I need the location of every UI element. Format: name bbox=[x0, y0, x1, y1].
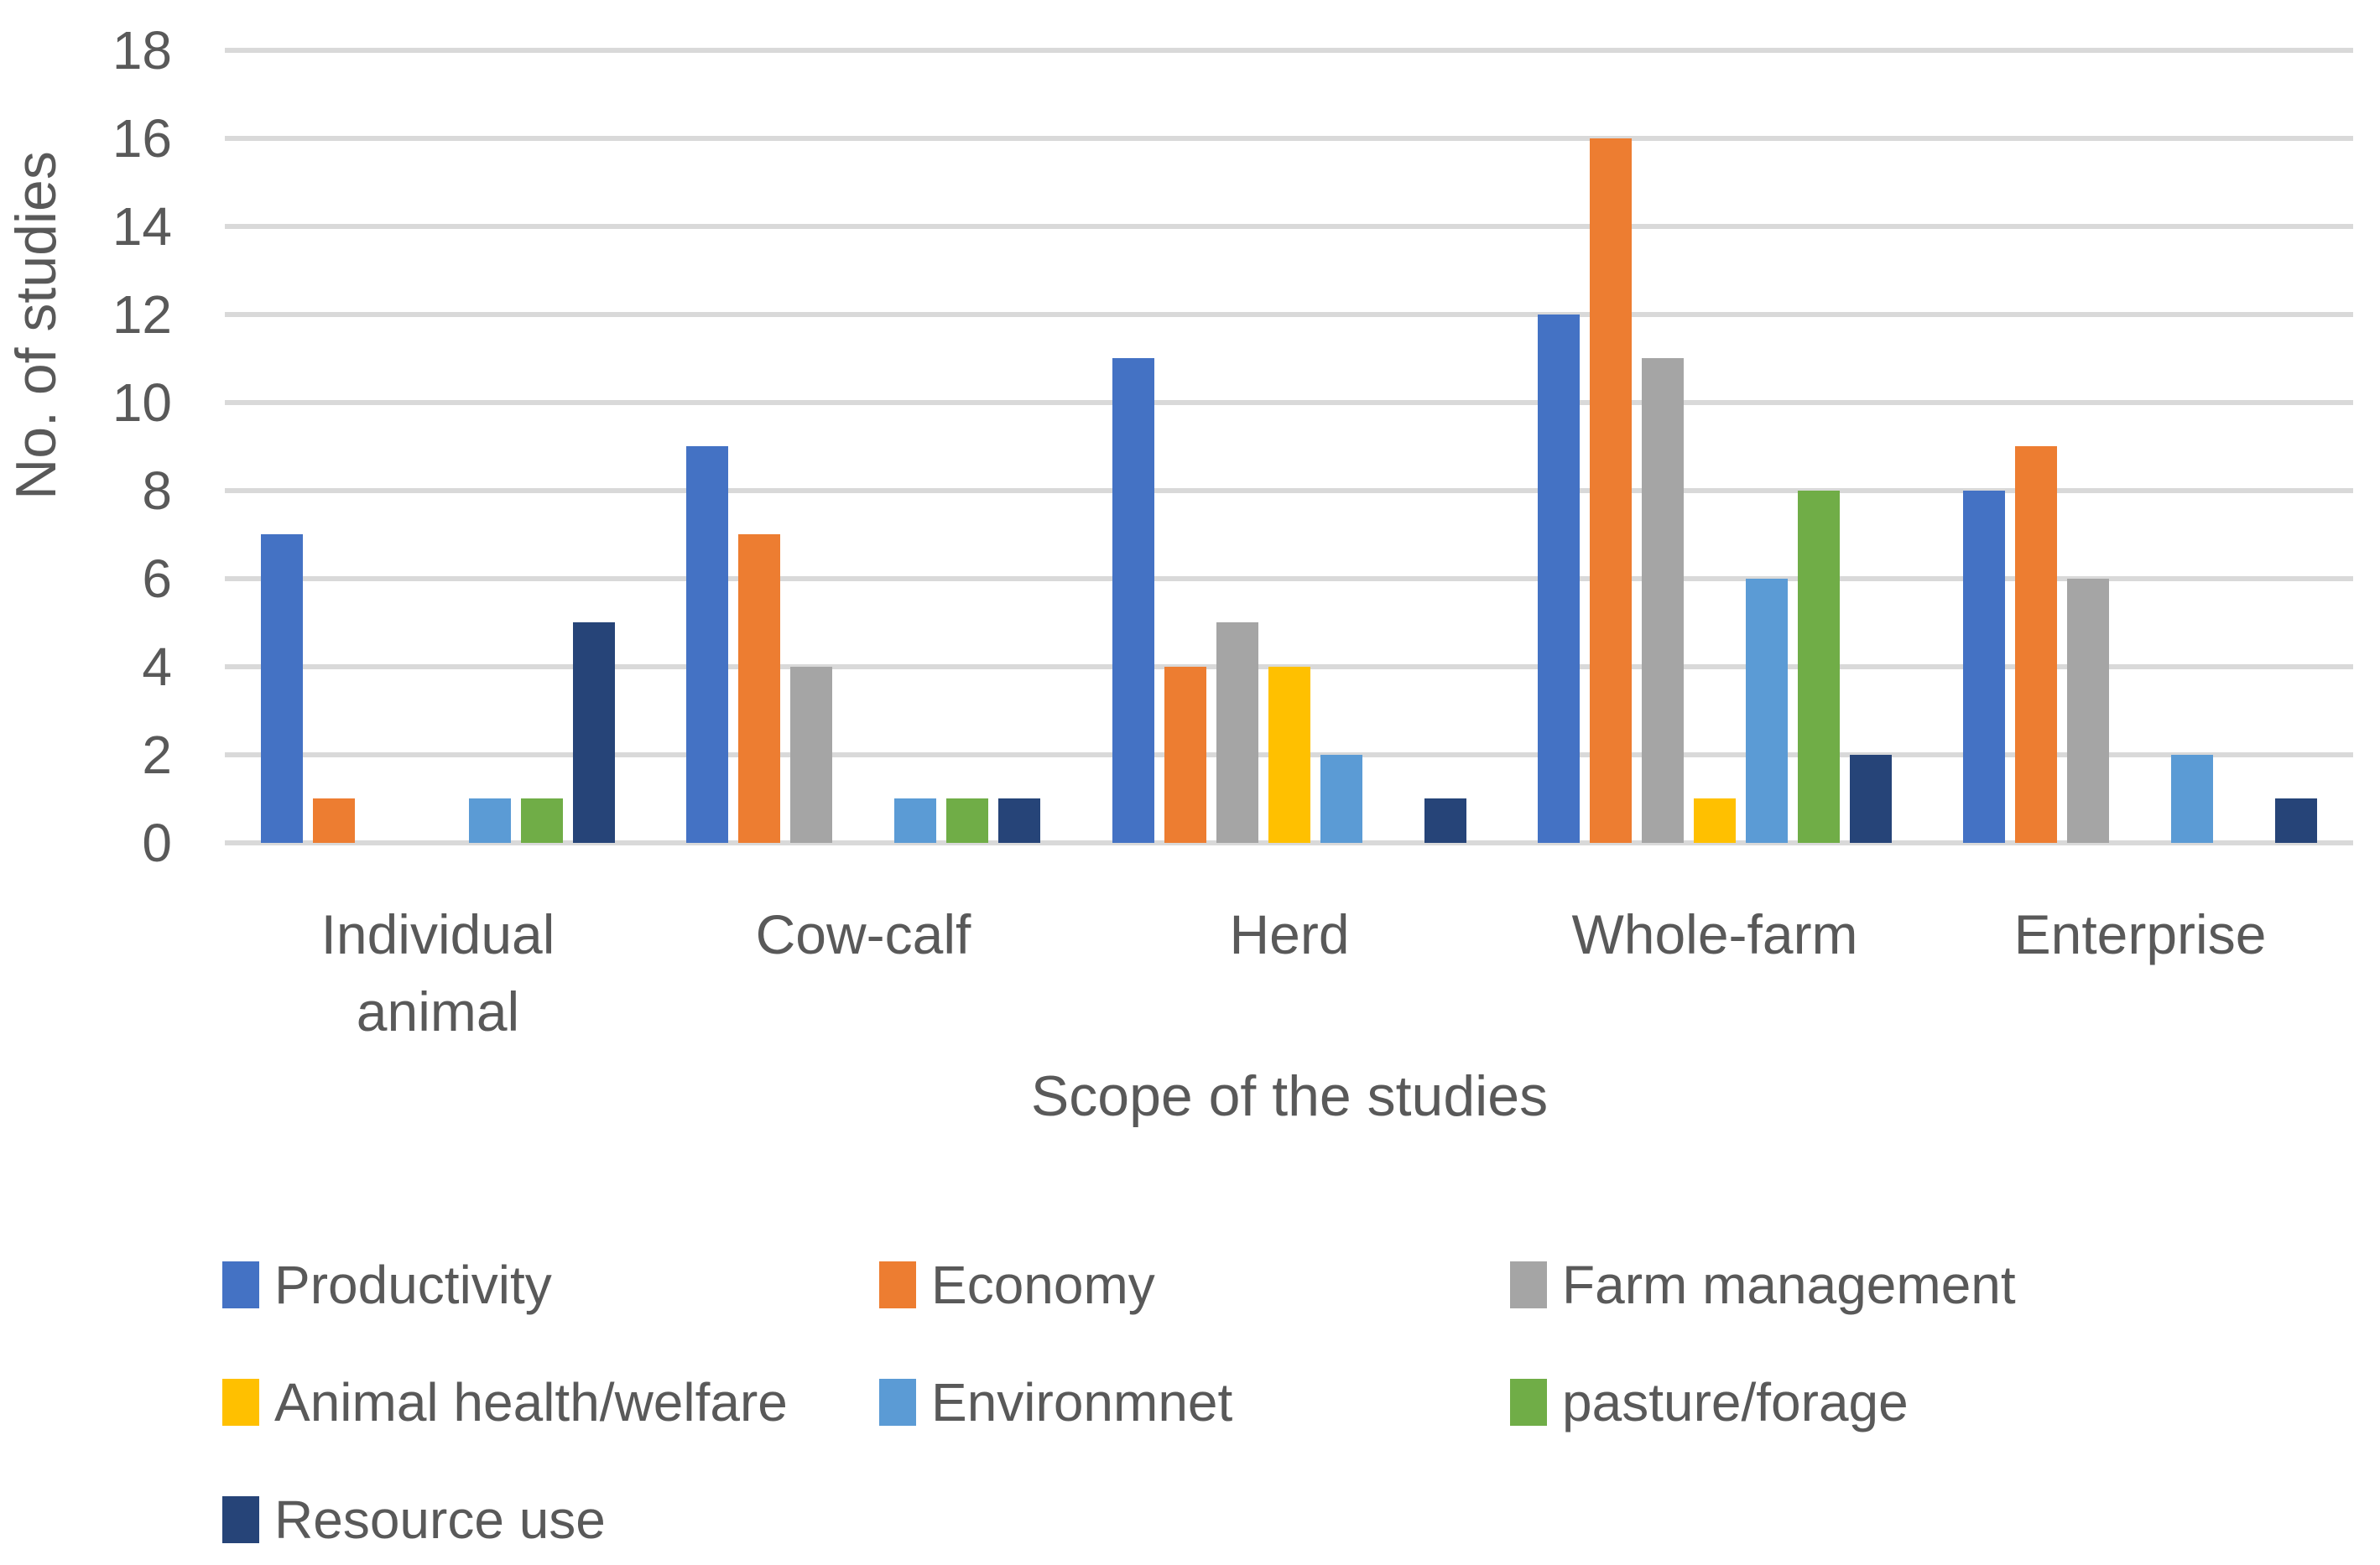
legend-swatch-icon bbox=[879, 1379, 916, 1426]
bar bbox=[686, 446, 728, 843]
bar bbox=[894, 798, 936, 843]
bar bbox=[1424, 798, 1466, 843]
bar bbox=[946, 798, 988, 843]
bar bbox=[998, 798, 1040, 843]
y-tick-label: 10 bbox=[112, 372, 172, 433]
legend-label: Productivity bbox=[274, 1255, 552, 1315]
gridline bbox=[225, 576, 2353, 581]
bar bbox=[469, 798, 511, 843]
bar bbox=[790, 667, 832, 843]
legend-swatch-icon bbox=[222, 1496, 259, 1543]
x-category-label: Cow-calf bbox=[755, 903, 971, 965]
bar bbox=[2275, 798, 2317, 843]
y-tick-label: 2 bbox=[142, 725, 172, 785]
legend-label: Economy bbox=[931, 1255, 1155, 1315]
bar bbox=[1320, 755, 1362, 843]
bar bbox=[1538, 315, 1580, 843]
x-category-label: Whole-farm bbox=[1571, 903, 1858, 965]
legend-swatch-icon bbox=[222, 1261, 259, 1308]
bar bbox=[1798, 491, 1840, 843]
gridline bbox=[225, 400, 2353, 405]
legend-swatch-icon bbox=[879, 1261, 916, 1308]
legend-label: Farm management bbox=[1562, 1255, 2016, 1315]
bar bbox=[261, 534, 303, 843]
bar bbox=[1216, 622, 1258, 843]
legend-item: pasture/forage bbox=[1510, 1372, 1909, 1432]
bar bbox=[1112, 358, 1154, 843]
bar bbox=[1642, 358, 1684, 843]
y-tick-label: 6 bbox=[142, 549, 172, 609]
legend-item: Resource use bbox=[222, 1490, 606, 1550]
legend-item: Environmnet bbox=[879, 1372, 1232, 1432]
bar bbox=[1963, 491, 2005, 843]
legend-item: Farm management bbox=[1510, 1255, 2016, 1315]
bar bbox=[521, 798, 563, 843]
legend-swatch-icon bbox=[1510, 1379, 1547, 1426]
legend-item: Productivity bbox=[222, 1255, 552, 1315]
gridline bbox=[225, 840, 2353, 845]
legend-swatch-icon bbox=[1510, 1261, 1547, 1308]
bar bbox=[1746, 579, 1788, 843]
bar bbox=[1694, 798, 1736, 843]
legend-label: pasture/forage bbox=[1562, 1372, 1909, 1432]
bar bbox=[738, 534, 780, 843]
gridline bbox=[225, 48, 2353, 53]
gridline bbox=[225, 136, 2353, 141]
y-tick-label: 16 bbox=[112, 108, 172, 169]
y-tick-label: 14 bbox=[112, 196, 172, 257]
x-category-label: Individual animal bbox=[320, 903, 555, 1042]
y-tick-label: 0 bbox=[142, 813, 172, 873]
x-category-label: Enterprise bbox=[2013, 903, 2267, 965]
y-tick-label: 18 bbox=[112, 20, 172, 81]
legend-item: Economy bbox=[879, 1255, 1155, 1315]
gridline bbox=[225, 224, 2353, 229]
gridline bbox=[225, 488, 2353, 493]
x-category-label: Herd bbox=[1229, 903, 1350, 965]
gridline bbox=[225, 312, 2353, 317]
legend-label: Resource use bbox=[274, 1490, 606, 1550]
bar bbox=[1850, 755, 1892, 843]
legend-swatch-icon bbox=[222, 1379, 259, 1426]
y-tick-label: 4 bbox=[142, 637, 172, 697]
bar bbox=[2067, 579, 2109, 843]
legend-item: Animal health/welfare bbox=[222, 1372, 788, 1432]
legend-label: Animal health/welfare bbox=[274, 1372, 788, 1432]
bar bbox=[1268, 667, 1310, 843]
bar bbox=[1590, 138, 1632, 843]
bar bbox=[1164, 667, 1206, 843]
legend-label: Environmnet bbox=[931, 1372, 1233, 1432]
y-tick-label: 12 bbox=[112, 284, 172, 345]
y-tick-label: 8 bbox=[142, 460, 172, 521]
bar bbox=[313, 798, 355, 843]
bar bbox=[573, 622, 615, 843]
x-axis-title: Scope of the studies bbox=[1030, 1064, 1549, 1128]
bar bbox=[2171, 755, 2213, 843]
bar bbox=[2015, 446, 2057, 843]
